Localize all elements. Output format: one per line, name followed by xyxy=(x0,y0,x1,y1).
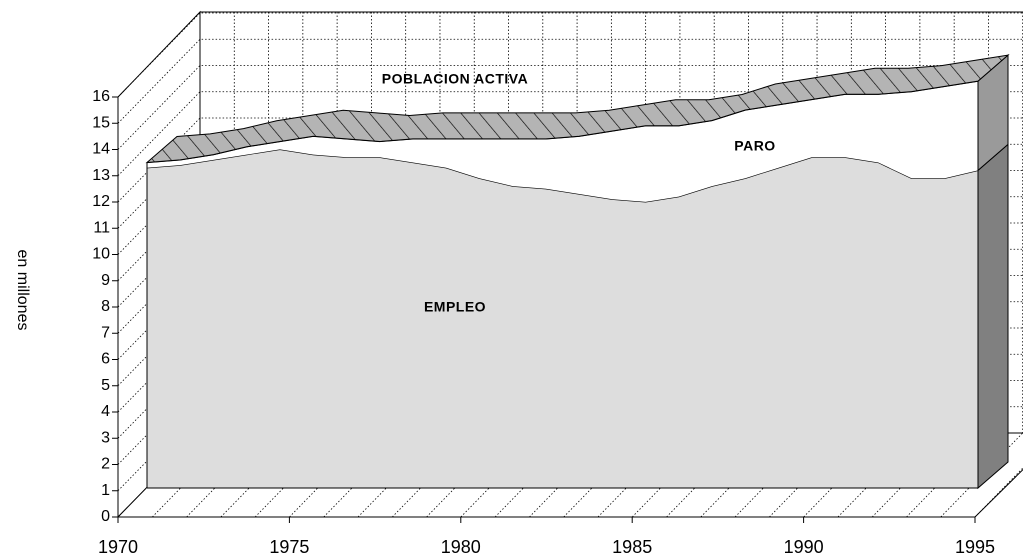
grid-line xyxy=(117,12,1023,98)
x-tick-label: 1985 xyxy=(612,537,652,557)
y-tick-label: 3 xyxy=(101,429,110,446)
y-tick-label: 2 xyxy=(101,456,110,473)
y-tick-label: 6 xyxy=(101,351,110,368)
series-label: EMPLEO xyxy=(424,299,486,315)
x-tick-label: 1975 xyxy=(269,537,309,557)
y-tick-label: 13 xyxy=(92,167,110,184)
grid-line xyxy=(117,38,1023,124)
y-tick-label: 7 xyxy=(101,324,110,341)
area-fill xyxy=(147,81,978,202)
area-fill xyxy=(147,149,978,488)
y-tick-label: 8 xyxy=(101,298,110,315)
grid-line xyxy=(117,65,1023,150)
side-face xyxy=(977,143,1009,490)
y-tick-label: 15 xyxy=(92,114,110,131)
x-tick-label: 1995 xyxy=(955,537,995,557)
y-tick-label: 4 xyxy=(101,403,110,420)
x-tick-label: 1990 xyxy=(784,537,824,557)
x-tick-label: 1980 xyxy=(441,537,481,557)
y-tick-label: 14 xyxy=(92,141,110,158)
x-tick-label: 1970 xyxy=(98,537,138,557)
y-tick-label: 12 xyxy=(92,193,110,210)
series-label: PARO xyxy=(734,138,775,154)
annotation: POBLACION ACTIVA xyxy=(382,71,528,87)
y-axis-label: en millones xyxy=(14,250,31,331)
top-face xyxy=(145,54,1010,164)
y-tick-label: 11 xyxy=(93,219,110,236)
y-tick-label: 1 xyxy=(101,482,110,499)
plot xyxy=(145,54,1010,490)
y-tick-label: 0 xyxy=(101,508,110,525)
y-tick-label: 10 xyxy=(92,246,110,263)
y-tick-label: 5 xyxy=(101,377,110,394)
y-tick-label: 16 xyxy=(92,88,110,105)
y-tick-label: 9 xyxy=(101,272,110,289)
